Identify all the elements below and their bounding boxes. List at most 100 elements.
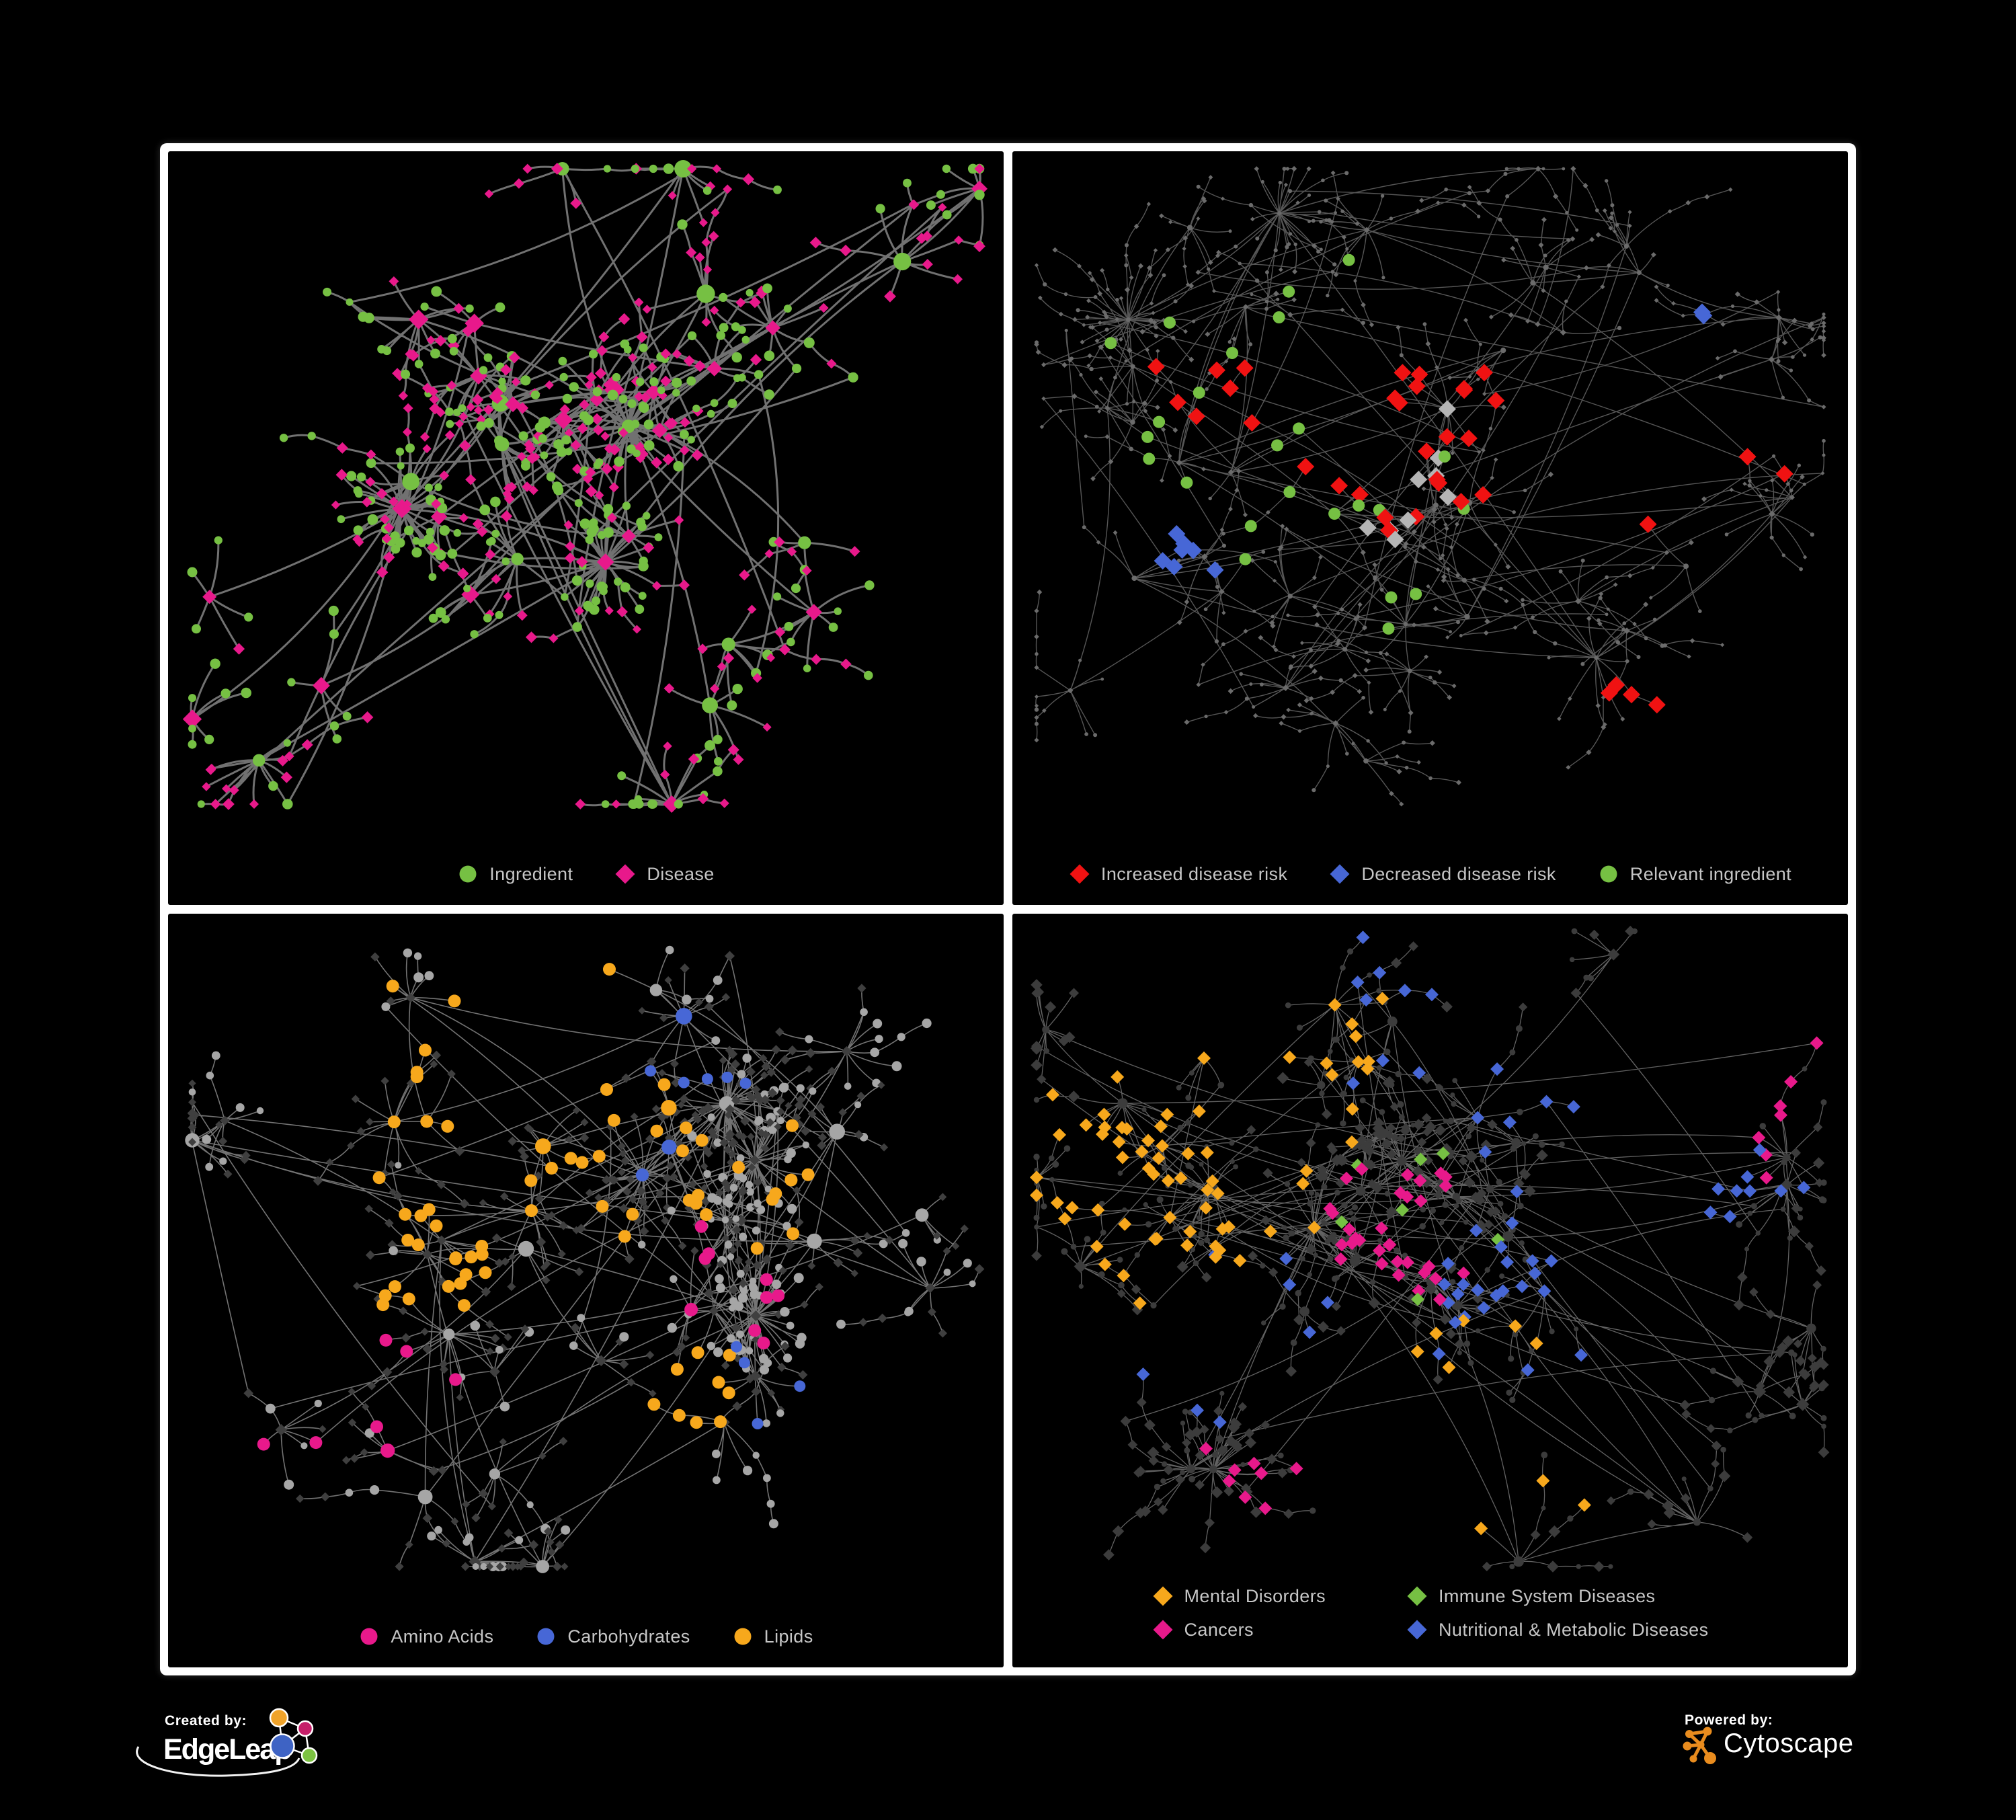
network-node-circle bbox=[1777, 308, 1781, 312]
network-node-diamond bbox=[1519, 1002, 1528, 1012]
network-node-circle bbox=[1234, 244, 1238, 249]
network-node-circle bbox=[676, 1008, 692, 1025]
network-node-diamond bbox=[1428, 471, 1446, 489]
network-node-circle bbox=[589, 604, 600, 615]
network-node-diamond bbox=[1718, 1470, 1731, 1482]
network-node-circle bbox=[1530, 280, 1536, 286]
network-node-diamond bbox=[1361, 1054, 1375, 1068]
network-node-diamond bbox=[1800, 474, 1805, 480]
network-node-circle bbox=[1681, 1476, 1687, 1482]
network-node-diamond bbox=[385, 1218, 394, 1228]
network-node-diamond bbox=[742, 173, 755, 186]
network-node-diamond bbox=[1098, 1257, 1112, 1271]
network-node-diamond bbox=[621, 1073, 631, 1083]
network-node-circle bbox=[1822, 438, 1826, 443]
network-node-circle bbox=[748, 1324, 762, 1337]
network-node-circle bbox=[346, 298, 354, 306]
network-node-circle bbox=[480, 1562, 487, 1571]
network-node-diamond bbox=[1359, 519, 1377, 537]
network-node-diamond bbox=[188, 1123, 197, 1132]
network-node-diamond bbox=[749, 1154, 760, 1166]
network-node-circle bbox=[1326, 293, 1330, 298]
network-node-diamond bbox=[1494, 457, 1498, 462]
network-node-diamond bbox=[1583, 265, 1589, 271]
network-node-diamond bbox=[645, 1134, 655, 1144]
network-node-circle bbox=[405, 443, 415, 453]
network-node-diamond bbox=[1429, 740, 1435, 746]
network-node-diamond bbox=[927, 1307, 936, 1316]
network-node-circle bbox=[725, 1193, 733, 1201]
network-node-diamond bbox=[922, 259, 933, 270]
network-node-circle bbox=[314, 1399, 322, 1408]
network-node-circle bbox=[1482, 586, 1486, 591]
network-node-circle bbox=[1583, 974, 1590, 981]
network-node-diamond bbox=[817, 1140, 827, 1150]
network-node-circle bbox=[1094, 405, 1099, 409]
network-node-diamond bbox=[1350, 485, 1369, 504]
network-node-diamond bbox=[1454, 522, 1459, 527]
network-node-diamond bbox=[877, 1313, 887, 1323]
network-node-diamond bbox=[1082, 323, 1086, 327]
network-node-circle bbox=[1309, 1507, 1316, 1514]
network-node-diamond bbox=[1091, 1203, 1105, 1217]
network-node-circle bbox=[1515, 238, 1519, 242]
network-node-diamond bbox=[422, 1344, 432, 1354]
network-node-diamond bbox=[1431, 506, 1438, 513]
network-node-diamond bbox=[1104, 434, 1110, 440]
network-node-diamond bbox=[1754, 299, 1760, 305]
network-node-diamond bbox=[1152, 1151, 1166, 1165]
network-node-circle bbox=[665, 945, 674, 955]
network-node-diamond bbox=[1600, 284, 1605, 290]
network-node-diamond bbox=[1809, 1361, 1820, 1373]
network-node-circle bbox=[448, 994, 461, 1008]
network-node-diamond bbox=[499, 1437, 507, 1446]
network-node-diamond bbox=[1439, 1170, 1453, 1184]
network-node-circle bbox=[1261, 1320, 1266, 1326]
network-node-diamond bbox=[1227, 688, 1234, 695]
network-node-circle bbox=[1164, 316, 1176, 329]
network-node-circle bbox=[1196, 1215, 1202, 1220]
network-node-circle bbox=[1117, 1098, 1128, 1109]
network-edges bbox=[1035, 167, 1824, 805]
network-node-circle bbox=[1198, 1239, 1205, 1246]
network-node-diamond bbox=[405, 992, 416, 1003]
network-node-diamond bbox=[749, 296, 761, 309]
network-node-circle bbox=[381, 1002, 391, 1011]
network-node-diamond bbox=[486, 1347, 494, 1355]
network-node-diamond bbox=[1146, 202, 1152, 206]
edgeleap-logo bbox=[269, 1708, 318, 1764]
network-node-diamond bbox=[1361, 1062, 1375, 1076]
network-node-circle bbox=[1532, 1133, 1539, 1140]
network-node-circle bbox=[1750, 1203, 1757, 1210]
network-node-circle bbox=[1521, 598, 1525, 602]
network-node-circle bbox=[702, 186, 712, 195]
network-node-diamond bbox=[1182, 246, 1186, 251]
network-node-diamond bbox=[1348, 1029, 1363, 1043]
network-node-circle bbox=[379, 1333, 393, 1347]
network-node-circle bbox=[1509, 1396, 1516, 1403]
network-node-diamond bbox=[1053, 1127, 1066, 1142]
network-node-diamond bbox=[516, 610, 528, 621]
network-node-diamond bbox=[1795, 1355, 1806, 1366]
network-node-diamond bbox=[638, 1006, 646, 1015]
network-node-diamond bbox=[1197, 1051, 1211, 1065]
network-node-diamond bbox=[1212, 288, 1217, 293]
network-node-diamond bbox=[1031, 1250, 1042, 1261]
network-node-diamond bbox=[1070, 864, 1090, 884]
network-node-diamond bbox=[682, 1333, 690, 1342]
network-node-diamond bbox=[476, 414, 486, 424]
network-node-circle bbox=[690, 1416, 703, 1429]
network-node-circle bbox=[672, 389, 680, 397]
network-node-circle bbox=[479, 504, 491, 516]
network-node-circle bbox=[787, 637, 795, 647]
network-node-diamond bbox=[735, 297, 746, 308]
network-node-diamond bbox=[1181, 1146, 1195, 1160]
network-node-diamond bbox=[1201, 1183, 1215, 1197]
network-node-diamond bbox=[477, 526, 488, 537]
network-node-diamond bbox=[1118, 337, 1123, 342]
network-node-diamond bbox=[1291, 297, 1297, 303]
network-node-circle bbox=[601, 800, 610, 808]
network-node-circle bbox=[1317, 1080, 1326, 1090]
network-node-diamond bbox=[1108, 459, 1114, 465]
network-node-circle bbox=[1453, 1203, 1459, 1209]
